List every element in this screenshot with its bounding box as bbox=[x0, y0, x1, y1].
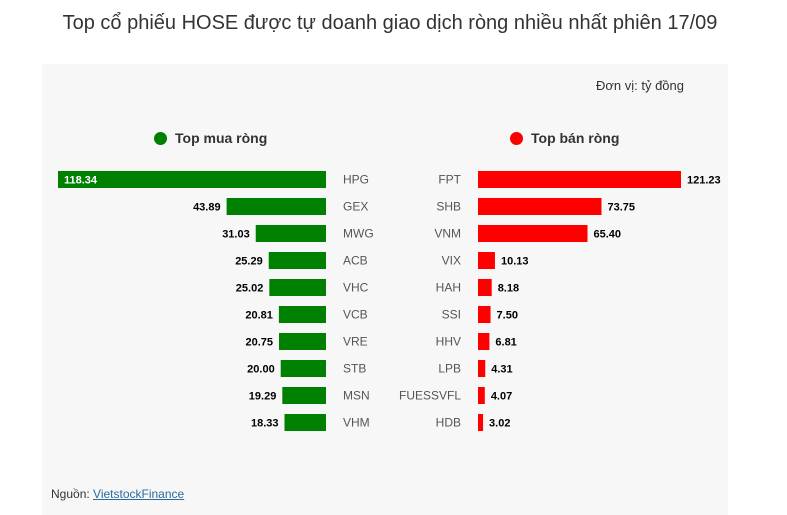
buy-value-label: 20.00 bbox=[247, 364, 275, 376]
sell-ticker-label: VIX bbox=[442, 254, 461, 268]
sell-ticker-label: SHB bbox=[436, 200, 461, 214]
sell-ticker-label: FPT bbox=[438, 173, 461, 187]
buy-ticker-label: HPG bbox=[343, 173, 369, 187]
sell-bar bbox=[478, 252, 495, 269]
buy-bar bbox=[280, 360, 326, 377]
buy-value-label: 19.29 bbox=[249, 391, 277, 403]
sell-bar bbox=[478, 171, 681, 188]
buy-ticker-label: MWG bbox=[343, 227, 374, 241]
buy-bar bbox=[226, 198, 326, 215]
buy-ticker-label: VHM bbox=[343, 416, 370, 430]
buy-value-label: 25.29 bbox=[235, 256, 263, 268]
sell-ticker-label: HDB bbox=[436, 416, 461, 430]
sell-value-label: 121.23 bbox=[687, 175, 721, 187]
sell-bar bbox=[478, 333, 490, 350]
buy-ticker-label: VRE bbox=[343, 335, 368, 349]
sell-ticker-label: LPB bbox=[438, 362, 461, 376]
sell-value-label: 10.13 bbox=[501, 256, 529, 268]
sell-bar bbox=[478, 387, 485, 404]
sell-value-label: 4.31 bbox=[491, 364, 512, 376]
legend-buy: Top mua ròng bbox=[154, 130, 267, 146]
sell-bar bbox=[478, 198, 602, 215]
sell-value-label: 4.07 bbox=[491, 391, 512, 403]
buy-bar bbox=[269, 279, 326, 296]
buy-ticker-label: VCB bbox=[343, 308, 368, 322]
sell-ticker-label: VNM bbox=[434, 227, 461, 241]
chart-panel: Đơn vị: tỷ đồng Top mua ròng Top bán ròn… bbox=[42, 64, 728, 515]
sell-ticker-label: FUESSVFL bbox=[399, 389, 461, 403]
buy-bar bbox=[278, 306, 326, 323]
buy-bar bbox=[255, 225, 326, 242]
buy-ticker-label: MSN bbox=[343, 389, 370, 403]
source-line: Nguồn: VietstockFinance bbox=[51, 487, 184, 501]
sell-ticker-label: SSI bbox=[442, 308, 461, 322]
legend-sell: Top bán ròng bbox=[510, 130, 619, 146]
buy-value-label: 18.33 bbox=[251, 418, 279, 430]
buy-value-label: 118.34 bbox=[64, 175, 98, 187]
buy-bar bbox=[268, 252, 326, 269]
buy-ticker-label: ACB bbox=[343, 254, 368, 268]
sell-value-label: 73.75 bbox=[607, 202, 635, 214]
sell-bar bbox=[478, 360, 486, 377]
sell-value-label: 8.18 bbox=[498, 283, 519, 295]
sell-bar bbox=[478, 306, 491, 323]
sell-ticker-label: HAH bbox=[436, 281, 461, 295]
unit-label: Đơn vị: tỷ đồng bbox=[595, 78, 684, 93]
sell-value-label: 7.50 bbox=[497, 310, 518, 322]
buy-value-label: 43.89 bbox=[193, 202, 221, 214]
bar-chart: 118.34 HPG 43.89 GEX 31.03 MWG 25.29 ACB 25.02 VH… bbox=[58, 171, 721, 431]
buy-ticker-label: STB bbox=[343, 362, 366, 376]
legend-sell-label: Top bán ròng bbox=[531, 130, 620, 146]
source-prefix: Nguồn: bbox=[51, 487, 94, 501]
buy-value-label: 25.02 bbox=[236, 283, 264, 295]
sell-value-label: 65.40 bbox=[594, 229, 622, 241]
sell-bar bbox=[478, 279, 492, 296]
legend-buy-label: Top mua ròng bbox=[175, 130, 268, 146]
chart-title: Top cổ phiếu HOSE được tự doanh giao dịc… bbox=[62, 12, 718, 34]
buy-ticker-label: GEX bbox=[343, 200, 368, 214]
buy-value-label: 20.75 bbox=[245, 337, 273, 349]
sell-value-label: 3.02 bbox=[489, 418, 510, 430]
buy-bar bbox=[284, 414, 326, 431]
buy-bar bbox=[282, 387, 326, 404]
sell-value-label: 6.81 bbox=[495, 337, 516, 349]
buy-value-label: 20.81 bbox=[245, 310, 273, 322]
buy-value-label: 31.03 bbox=[222, 229, 250, 241]
buy-bar bbox=[279, 333, 326, 350]
sell-ticker-label: HHV bbox=[436, 335, 461, 349]
source-link[interactable]: VietstockFinance bbox=[93, 487, 185, 501]
legend-buy-dot-icon bbox=[154, 131, 167, 145]
buy-bar bbox=[58, 171, 326, 188]
sell-bar bbox=[478, 225, 588, 242]
sell-bar bbox=[478, 414, 484, 431]
buy-ticker-label: VHC bbox=[343, 281, 369, 295]
legend-sell-dot-icon bbox=[510, 131, 523, 145]
